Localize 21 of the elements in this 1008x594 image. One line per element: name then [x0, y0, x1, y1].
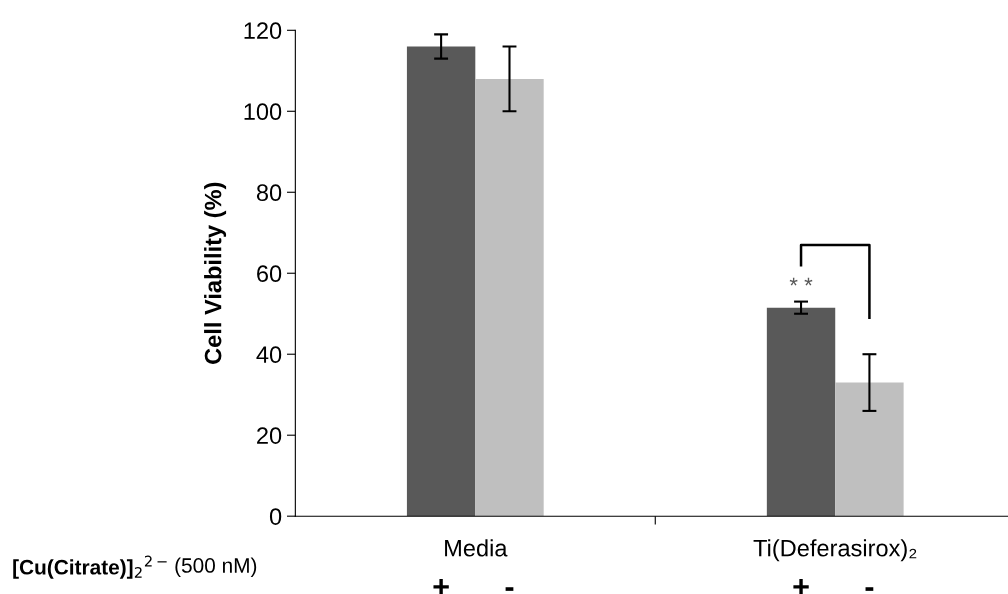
x-tick-label: Ti(Deferasirox)₂	[753, 539, 917, 562]
text: -	[865, 587, 874, 591]
text: (500 nM)	[175, 557, 257, 577]
bar	[406, 46, 476, 517]
bar	[475, 78, 544, 517]
x-tick-label: Media	[445, 539, 508, 557]
y-tick-label: 60	[257, 265, 282, 283]
annotation: * *	[789, 277, 813, 286]
text: [Cu(Citrate)]$_{2}$$^{2−}$	[13, 555, 167, 579]
text: +	[793, 579, 809, 594]
text: +	[433, 579, 449, 594]
y-tick-label: 0	[269, 508, 282, 525]
bar	[835, 382, 904, 517]
bar	[766, 307, 836, 517]
y-tick-label: 40	[256, 346, 282, 364]
y-tick-label: 120	[244, 22, 282, 40]
y-tick-label: 100	[244, 103, 282, 121]
y-tick-label: 20	[257, 427, 282, 444]
y-tick-label: 80	[256, 184, 282, 202]
y-axis-title: Cell Viability (%)	[204, 182, 227, 364]
text: -	[505, 587, 514, 591]
